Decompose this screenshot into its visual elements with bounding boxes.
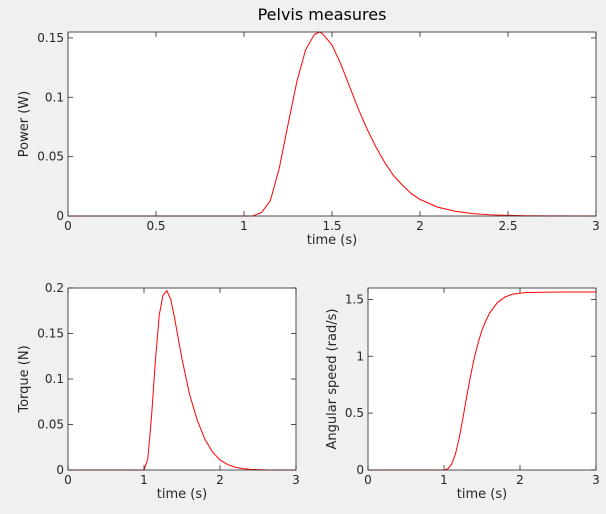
power-plot-area	[68, 32, 596, 216]
torque-plot: 0 1 2 3 0 0.05 0.1 0.15 0.2 time (s) Torque (N)	[17, 281, 300, 502]
power-x-tick-label: 0.5	[146, 219, 165, 233]
angular-speed-x-tick-label: 0	[364, 473, 372, 487]
torque-x-tick-label: 3	[292, 473, 300, 487]
angular-speed-y-tick-label: 1.5	[345, 292, 364, 306]
power-x-tick-label: 1.5	[322, 219, 341, 233]
power-x-tick-label: 0	[64, 219, 72, 233]
angular-speed-x-tick-label: 2	[516, 473, 524, 487]
angular-speed-x-tick-label: 3	[592, 473, 600, 487]
torque-series-line	[68, 289, 297, 471]
power-y-tick-label: 0.1	[45, 90, 64, 104]
torque-x-tick-label: 0	[64, 473, 72, 487]
power-x-tick-label: 2.5	[498, 219, 517, 233]
angular-speed-y-tick-label: 0	[356, 463, 364, 477]
torque-y-tick-label: 0	[56, 463, 64, 477]
angular-speed-y-tick-label: 0.5	[345, 406, 364, 420]
torque-y-tick-label: 0.05	[37, 418, 64, 432]
torque-y-tick-label: 0.1	[45, 372, 64, 386]
angular-speed-plot-frame	[367, 287, 597, 471]
angular-speed-x-tick-label: 1	[440, 473, 448, 487]
torque-y-tick-label: 0.2	[45, 281, 64, 295]
angular-speed-y-tick-label: 1	[356, 349, 364, 363]
angular-speed-plot-area	[368, 288, 596, 470]
angular-speed-y-axis-label: Angular speed (rad/s)	[325, 309, 340, 450]
power-plot: 0 0.5 1 1.5 2 2.5 3 0 0.05 0.1 0.15 time (s) Power…	[17, 31, 600, 248]
angular-speed-plot: 0 1 2 3 0 0.5 1 1.5 time (s) Angular speed (rad…	[325, 287, 600, 502]
power-y-tick-label: 0.15	[37, 31, 64, 45]
power-y-tick-label: 0	[56, 209, 64, 223]
torque-x-tick-label: 2	[216, 473, 224, 487]
torque-y-tick-label: 0.15	[37, 327, 64, 341]
power-series-line	[68, 31, 597, 217]
torque-x-axis-label: time (s)	[157, 487, 207, 502]
power-x-tick-label: 3	[592, 219, 600, 233]
angular-speed-series-line	[368, 291, 596, 471]
figure-title: Pelvis measures	[258, 5, 387, 24]
angular-speed-x-axis-label: time (s)	[457, 487, 507, 502]
torque-x-tick-label: 1	[140, 473, 148, 487]
power-x-tick-label: 1	[240, 219, 248, 233]
power-x-axis-label: time (s)	[307, 233, 357, 248]
power-y-axis-label: Power (W)	[17, 91, 32, 157]
torque-y-axis-label: Torque (N)	[17, 345, 32, 413]
power-x-tick-label: 2	[416, 219, 424, 233]
torque-plot-area	[68, 288, 296, 470]
power-y-tick-label: 0.05	[37, 150, 64, 164]
